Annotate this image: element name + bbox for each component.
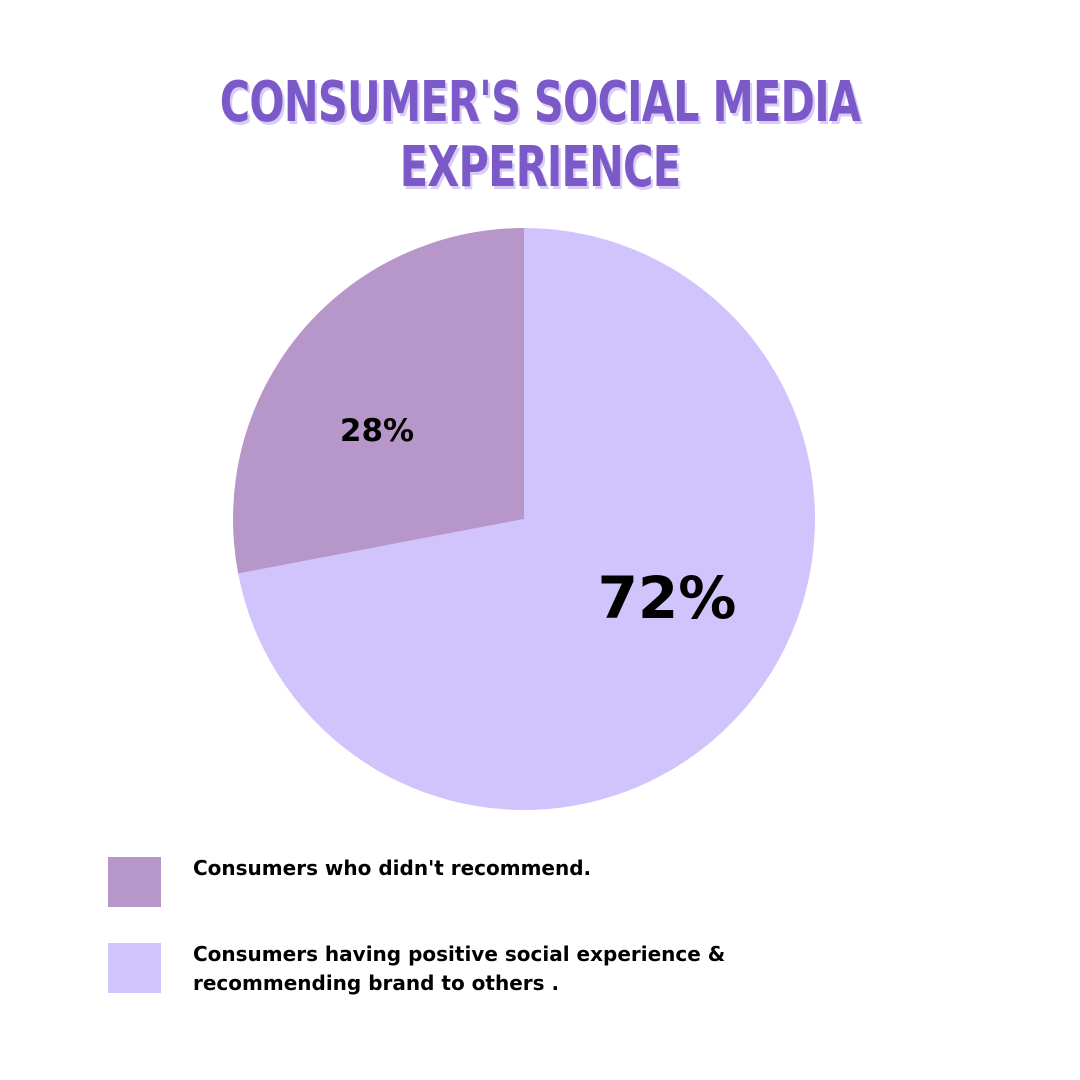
slice-didnt-recommend: [232, 228, 525, 574]
slice-positive-recommending: [238, 228, 815, 811]
legend-swatch-positive-recommending: [108, 943, 161, 993]
label-positive-recommending: 72%: [598, 564, 737, 632]
pie-chart: 72% 28%: [232, 228, 815, 811]
legend-swatch-didnt-recommend: [108, 857, 161, 907]
legend-label-positive-recommending: Consumers having positive social experie…: [193, 942, 726, 995]
label-didnt-recommend: 28%: [340, 413, 414, 449]
chart-title: CONSUMER'S SOCIAL MEDIA EXPERIENCE: [219, 70, 861, 200]
legend-label-didnt-recommend: Consumers who didn't recommend.: [193, 856, 592, 880]
